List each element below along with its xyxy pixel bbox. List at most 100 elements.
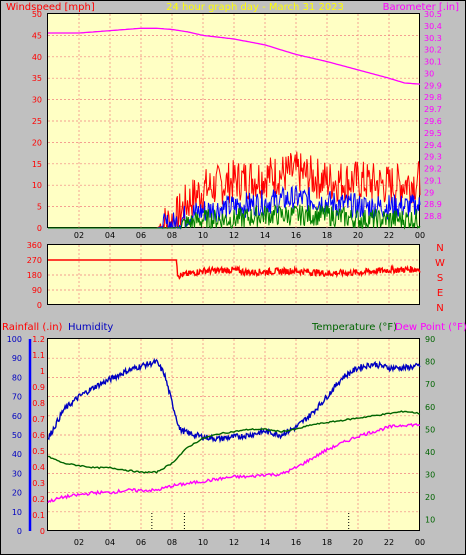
windspeed-label: Windspeed [mph] (6, 2, 95, 13)
x-tick-label: 20 (353, 231, 363, 240)
x-tick-label: 22 (384, 538, 394, 547)
humidity-tick-label: 90 (12, 354, 22, 363)
windspeed-tick-label: 0 (37, 224, 42, 233)
windspeed-tick-label: 15 (32, 160, 42, 169)
x-tick-label: 00 (415, 231, 425, 240)
x-tick-label: 14 (260, 231, 270, 240)
direction-tick-label: 0 (37, 301, 42, 310)
x-tick-label: 08 (167, 538, 177, 547)
barometer-line (48, 27, 421, 85)
rainfall-tick-label: 1 (40, 367, 45, 376)
rainfall-tick-label: 0.3 (32, 479, 45, 488)
direction-tick-label: 180 (27, 271, 42, 280)
windspeed-minimum-line (48, 203, 421, 230)
barometer-tick-label: 29.9 (424, 81, 442, 90)
windspeed-tick-label: 5 (37, 203, 42, 212)
barometer-tick-label: 29.7 (424, 105, 442, 114)
windspeed-tick-label: 10 (32, 181, 42, 190)
humidity-tick-label: 80 (12, 373, 22, 382)
rainfall-tick-label: 0.4 (32, 463, 45, 472)
temp-humidity-series (47, 357, 421, 531)
humidity-tick-label: 10 (12, 508, 22, 517)
x-tick-label: 08 (167, 231, 177, 240)
temperature-tick-label: 10 (425, 516, 435, 525)
dew-point-line (47, 422, 421, 504)
windspeed-tick-label: 25 (32, 117, 42, 126)
barometer-tick-label: 30 (424, 69, 434, 78)
humidity-tick-label: 20 (12, 489, 22, 498)
rainfall-tick-label: 0 (40, 527, 45, 536)
rainfall-tick-label: 0.1 (32, 511, 45, 520)
x-tick-label: 04 (105, 231, 115, 240)
temperature-tick-label: 60 (425, 403, 435, 412)
x-tick-label: 12 (229, 538, 239, 547)
x-tick-label: 22 (384, 231, 394, 240)
barometer-tick-label: 29 (424, 188, 434, 197)
direction-tick-label: 90 (32, 286, 42, 295)
barometer-tick-label: 29.8 (424, 93, 442, 102)
barometer-tick-label: 29.6 (424, 117, 442, 126)
humidity-tick-label: 100 (7, 335, 22, 344)
barometer-tick-label: 29.4 (424, 141, 442, 150)
barometer-tick-label: 28.9 (424, 200, 442, 209)
barometer-tick-label: 30.3 (424, 34, 442, 43)
barometer-tick-label: 30.2 (424, 46, 442, 55)
rainfall-tick-label: 1.2 (32, 335, 45, 344)
temperature-tick-label: 90 (425, 335, 435, 344)
rainfall-tick-label: 0.8 (32, 399, 45, 408)
temperature-tick-label: 50 (425, 425, 435, 434)
temperature-tick-label: 70 (425, 380, 435, 389)
x-tick-label: 02 (74, 538, 84, 547)
x-tick-label: 06 (136, 538, 146, 547)
x-tick-label: 06 (136, 231, 146, 240)
barometer-tick-label: 30.4 (424, 22, 442, 31)
x-tick-label: 16 (291, 538, 301, 547)
windspeed-tick-label: 35 (32, 74, 42, 83)
rainfall-tick-label: 0.5 (32, 447, 45, 456)
humidity-tick-label: 30 (12, 469, 22, 478)
rainfall-tick-label: 0.9 (32, 383, 45, 392)
rainfall-tick-label: 0.6 (32, 431, 45, 440)
wind-direction-plot (47, 244, 420, 305)
humidity-tick-label: 60 (12, 412, 22, 421)
wind-barometer-plot (47, 13, 420, 228)
x-tick-label: 02 (74, 231, 84, 240)
windspeed-tick-label: 45 (32, 31, 42, 40)
temperature-line (47, 410, 421, 474)
direction-label-w: W (435, 258, 445, 269)
direction-label-s: S (437, 273, 443, 284)
windspeed-tick-label: 30 (32, 96, 42, 105)
x-tick-label: 20 (353, 538, 363, 547)
barometer-tick-label: 30.5 (424, 10, 442, 19)
wind-direction-grid (48, 245, 420, 305)
wind-direction-series (48, 259, 421, 280)
x-tick-label: 16 (291, 231, 301, 240)
direction-label-n-top: N (436, 243, 443, 254)
wind-barometer-axes: 02 04 06 08 10 12 14 16 18 20 22 000510152025303540… (32, 10, 442, 240)
temperature-tick-label: 40 (425, 448, 435, 457)
x-tick-label: 14 (260, 538, 270, 547)
direction-tick-label: 360 (27, 241, 42, 250)
direction-label-n-bottom: N (436, 303, 443, 314)
temperature-tick-label: 20 (425, 493, 435, 502)
barometer-label: Barometer [.in] (383, 2, 459, 13)
humidity-line (47, 357, 421, 444)
rainfall-tick-label: 0.2 (32, 495, 45, 504)
windspeed-tick-label: 40 (32, 53, 42, 62)
barometer-tick-label: 29.5 (424, 129, 442, 138)
temperature-tick-label: 80 (425, 358, 435, 367)
temp-humidity-axes: 02 04 06 08 10 12 14 16 18 20 22 000102030405060708… (7, 335, 435, 547)
barometer-tick-label: 28.8 (424, 212, 442, 221)
x-tick-label: 18 (322, 231, 332, 240)
chart-title: 24 hour graph day - March 31 2023 (166, 2, 344, 13)
rainfall-tick-label: 1.1 (32, 351, 45, 360)
temperature-label: Temperature (°F) (311, 322, 397, 333)
barometer-tick-label: 29.3 (424, 153, 442, 162)
direction-label-e: E (437, 288, 443, 299)
x-tick-label: 10 (198, 231, 208, 240)
windspeed-tick-label: 20 (32, 138, 42, 147)
rainfall-tick-label: 0.7 (32, 415, 45, 424)
humidity-tick-label: 40 (12, 450, 22, 459)
